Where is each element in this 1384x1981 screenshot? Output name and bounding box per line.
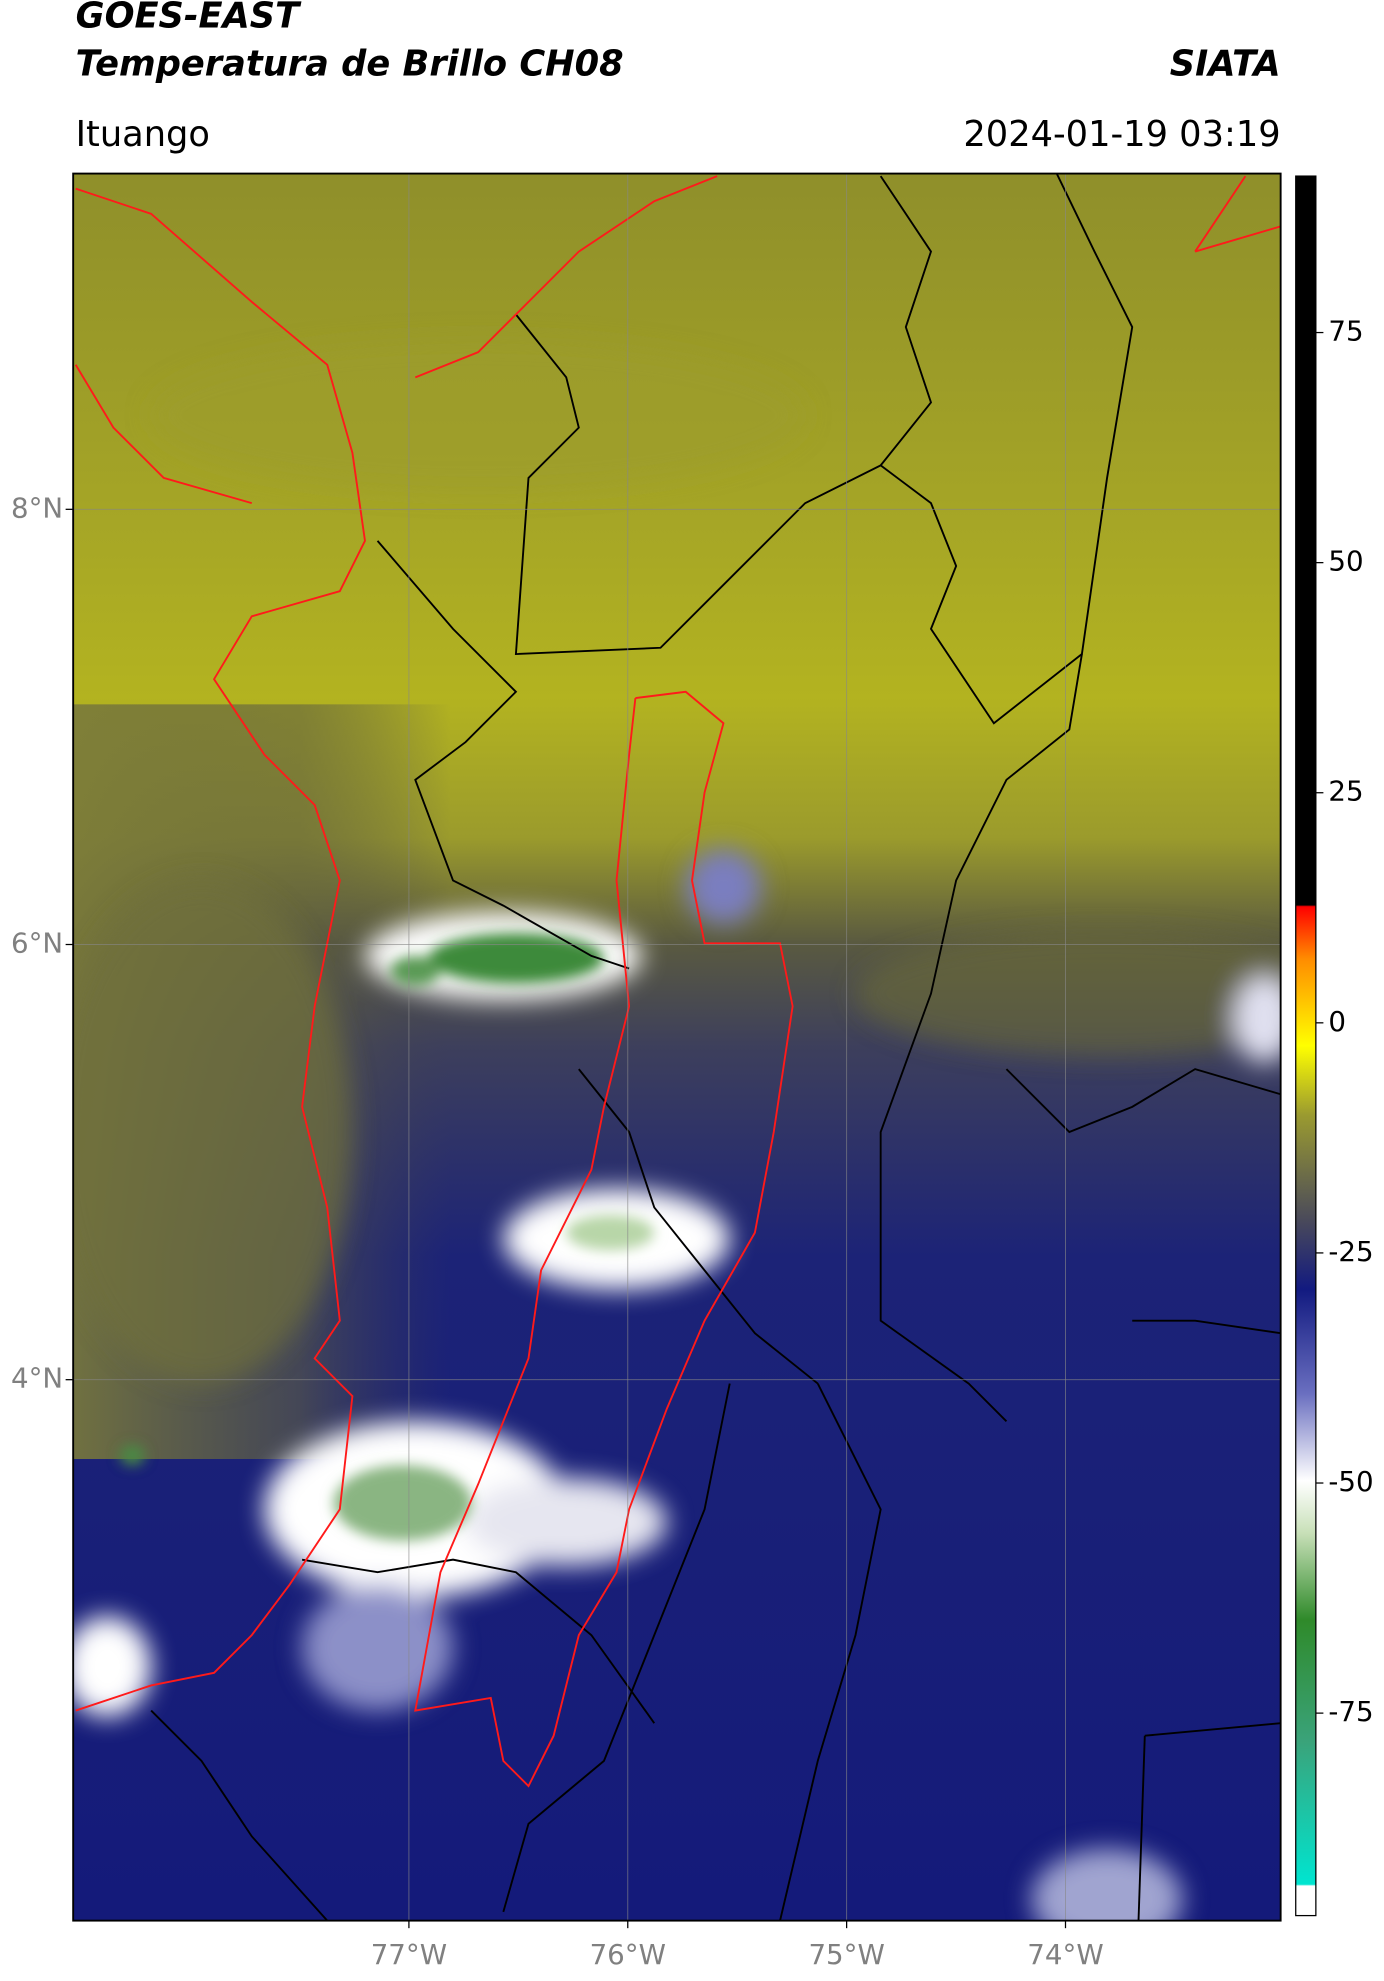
lon-tick-label: 75°W: [808, 1938, 884, 1971]
lat-tick-label: 6°N: [11, 927, 63, 960]
product-title: Temperatura de Brillo CH08: [76, 43, 624, 84]
colorbar-tick-label: 0: [1328, 1005, 1346, 1038]
colorbar-tick-label: 75: [1328, 315, 1363, 348]
satellite-title: GOES-EAST: [76, 0, 302, 37]
colorbar-tick-label: -25: [1328, 1235, 1373, 1268]
lat-tick-label: 4°N: [11, 1362, 63, 1395]
colorbar-tick-label: -75: [1328, 1695, 1373, 1728]
lon-tick-label: 74°W: [1027, 1938, 1103, 1971]
datetime-label: 2024-01-19 03:19: [963, 114, 1280, 155]
lat-tick-label: 8°N: [11, 491, 63, 524]
map-frame: [72, 172, 1282, 1922]
map-image: [73, 173, 1281, 1921]
location-label: Ituango: [76, 114, 210, 155]
agency-title: SIATA: [1170, 43, 1281, 84]
colorbar-tick-label: 50: [1328, 545, 1363, 578]
lon-tick-label: 77°W: [371, 1938, 447, 1971]
colorbar-tick-label: -50: [1328, 1465, 1373, 1498]
colorbar: [1295, 175, 1317, 1917]
colorbar-tick-label: 25: [1328, 775, 1363, 808]
lon-tick-label: 76°W: [590, 1938, 666, 1971]
